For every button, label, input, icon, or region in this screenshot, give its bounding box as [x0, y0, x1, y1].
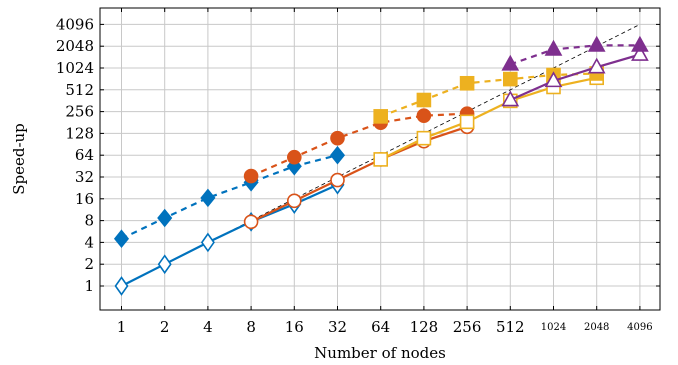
x-tick-label: 64 — [371, 318, 390, 336]
data-point-triangle — [587, 57, 606, 74]
series-3-circle-filled — [243, 106, 475, 184]
plot-frame — [99, 7, 661, 311]
data-point-triangle — [501, 90, 520, 107]
y-tick-label: 16 — [75, 190, 94, 208]
x-tick-label: 8 — [246, 318, 256, 336]
y-axis: 1 2 4 8 16 32 64 128 256 512 1024 2048 4096 — [56, 15, 660, 295]
x-tick-label: 128 — [410, 318, 439, 336]
series-line — [121, 154, 338, 240]
y-tick-label: 128 — [65, 124, 94, 142]
data-point-diamond — [329, 145, 346, 165]
data-point-diamond — [113, 229, 130, 248]
data-point-triangle — [631, 35, 649, 52]
y-tick-label: 2048 — [56, 37, 94, 55]
series-7-triangle-filled — [501, 35, 649, 71]
y-tick-label: 1024 — [56, 59, 94, 77]
x-tick-label: 16 — [285, 318, 304, 336]
x-axis: 1 2 4 8 16 32 64 128 256 512 1024 2048 4096 — [117, 8, 653, 336]
data-point-circle — [286, 193, 302, 209]
data-point-diamond — [157, 208, 173, 228]
data-point-circle — [286, 149, 302, 165]
y-tick-label: 256 — [65, 103, 94, 121]
series-line — [509, 44, 640, 66]
data-point-circle — [330, 172, 345, 188]
series-6-triangle-open — [501, 44, 649, 107]
y-tick-label: 32 — [75, 168, 94, 186]
x-tick-label: 1 — [117, 318, 127, 336]
x-tick-label: 4096 — [627, 322, 652, 333]
data-point-diamond — [200, 188, 216, 208]
y-tick-label: 1 — [84, 277, 94, 295]
data-point-square — [416, 92, 432, 108]
data-point-square — [416, 130, 432, 146]
x-tick-label: 2048 — [584, 322, 609, 333]
x-axis-label: Number of nodes — [314, 344, 446, 362]
data-point-triangle — [501, 54, 520, 71]
data-point-diamond — [114, 276, 129, 296]
y-tick-label: 8 — [84, 212, 94, 230]
y-tick-label: 2 — [84, 255, 94, 273]
data-point-circle — [330, 130, 345, 146]
data-point-circle — [416, 108, 432, 123]
x-tick-label: 256 — [453, 318, 482, 336]
y-axis-label: Speed-up — [10, 123, 28, 195]
y-tick-label: 64 — [75, 146, 94, 164]
x-tick-label: 1024 — [541, 322, 566, 333]
series-line — [250, 112, 468, 178]
y-tick-label: 4 — [84, 233, 94, 251]
series-layer — [113, 35, 649, 296]
data-point-triangle — [587, 35, 606, 52]
series-line — [380, 72, 597, 118]
x-tick-label: 512 — [496, 318, 525, 336]
data-point-circle — [243, 168, 259, 184]
data-point-triangle — [544, 71, 563, 88]
data-point-square — [459, 114, 475, 130]
x-tick-label: 4 — [203, 318, 213, 336]
x-tick-label: 32 — [328, 318, 347, 336]
data-point-diamond — [157, 254, 172, 275]
data-point-square — [502, 71, 518, 87]
data-point-square — [373, 109, 389, 124]
series-2-circle-open — [243, 119, 475, 230]
series-line — [509, 53, 641, 102]
data-point-triangle — [544, 39, 563, 56]
x-tick-label: 2 — [160, 318, 170, 336]
data-point-square — [459, 75, 475, 91]
series-1-diamond-filled — [113, 145, 346, 248]
data-point-diamond — [200, 232, 215, 253]
data-point-circle — [243, 214, 259, 230]
data-point-square — [373, 152, 389, 167]
data-point-triangle — [631, 44, 649, 61]
series-line — [121, 183, 338, 287]
y-tick-label: 4096 — [56, 15, 94, 33]
y-tick-label: 512 — [65, 81, 94, 99]
